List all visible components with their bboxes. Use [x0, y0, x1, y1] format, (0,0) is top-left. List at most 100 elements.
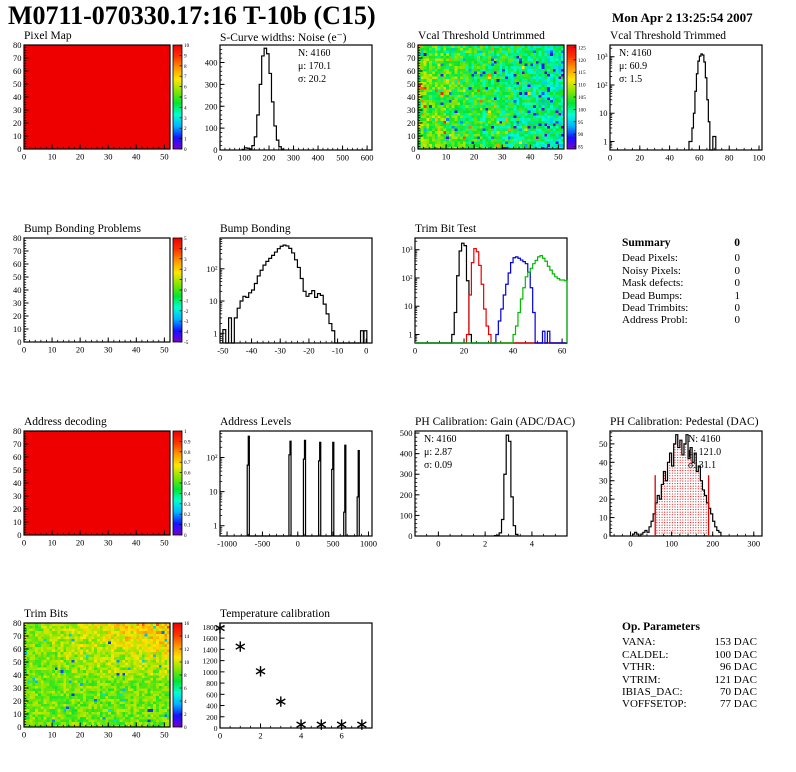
address-decoding-plot: 0 10 20 30 40 50 0 10 20 30 40 50 60 70 80 0 0.1 0.2 0.3 0.…: [13, 428, 191, 548]
op-row: VOFFSETOP: 77 DAC: [622, 698, 757, 710]
panel-title: S-Curve widths: Noise (e⁻): [220, 32, 347, 44]
svg-text:200: 200: [263, 153, 276, 163]
panel-ph-gain: PH Calibration: Gain (ADC/DAC) 0 2 4 0 100 20…: [388, 416, 600, 568]
svg-text:30: 30: [104, 538, 113, 548]
svg-text:300: 300: [205, 79, 218, 89]
page-title: M0711-070330.17:16 T-10b (C15): [8, 1, 376, 30]
svg-text:50: 50: [13, 79, 22, 89]
svg-text:200: 200: [706, 539, 719, 549]
svg-text:40: 40: [132, 345, 141, 355]
svg-text:μ: 170.1: μ: 170.1: [298, 61, 331, 72]
svg-text:30: 30: [407, 105, 416, 115]
svg-text:6: 6: [184, 85, 187, 91]
svg-text:50: 50: [160, 152, 169, 162]
svg-text:1: 1: [184, 429, 187, 435]
svg-text:10: 10: [209, 487, 218, 497]
summary-total: 0: [734, 237, 740, 249]
svg-text:300: 300: [287, 153, 300, 163]
svg-text:30: 30: [13, 105, 22, 115]
svg-text:-500: -500: [255, 539, 271, 549]
svg-text:0: 0: [364, 346, 368, 356]
svg-text:100: 100: [400, 510, 413, 520]
svg-text:300: 300: [747, 539, 760, 549]
svg-text:50: 50: [599, 439, 608, 449]
svg-text:2: 2: [483, 539, 487, 549]
svg-text:1: 1: [603, 136, 607, 146]
panel-title: Bump Bonding: [220, 223, 291, 235]
scurve-noise-plot: 0 100 200 300 400 500 600 0 100 200 300 400 N: 4160 μ…: [205, 44, 373, 163]
svg-text:30: 30: [104, 345, 113, 355]
svg-text:70: 70: [13, 246, 22, 256]
panel-bump-bonding: Bump Bonding -50 -40 -30 -20 -10 0 1 10 10²: [193, 223, 405, 375]
panel-title: Address Levels: [220, 416, 292, 428]
row-label: Dead Pixels:: [622, 252, 678, 265]
svg-text:40: 40: [665, 153, 674, 163]
svg-text:10: 10: [13, 324, 22, 334]
svg-text:0: 0: [416, 152, 420, 162]
svg-text:90: 90: [578, 132, 584, 138]
svg-text:10³: 10³: [401, 245, 413, 255]
vcal-trimmed-plot: 0 20 40 60 80 100 1 10 10² 10³ N: 4160 μ: 60.9 σ: 1.…: [596, 44, 766, 163]
svg-text:0: 0: [213, 145, 217, 155]
panel-title: Temperature calibration: [220, 608, 330, 620]
svg-text:1: 1: [213, 521, 217, 531]
svg-text:μ: 60.9: μ: 60.9: [619, 61, 647, 72]
row-label: VANA:: [622, 636, 656, 649]
svg-text:80: 80: [725, 153, 734, 163]
svg-text:10²: 10²: [401, 273, 413, 283]
svg-text:50: 50: [13, 272, 22, 282]
svg-text:μ: 121.0: μ: 121.0: [688, 447, 721, 458]
panel-temperature: Temperature calibration 0 2 4 6 0 200 400 600 80…: [193, 608, 405, 760]
svg-text:σ: 20.2: σ: 20.2: [298, 74, 326, 85]
svg-text:0: 0: [184, 147, 187, 153]
svg-text:0.6: 0.6: [184, 471, 191, 477]
svg-text:50: 50: [160, 345, 169, 355]
panel-title: PH Calibration: Pedestal (DAC): [610, 416, 759, 428]
svg-text:10²: 10²: [206, 264, 218, 274]
svg-text:-10: -10: [332, 346, 343, 356]
summary-row: Dead Trimbits: 0: [622, 302, 740, 314]
panel-title: Address decoding: [24, 416, 107, 428]
panel-bump-problems: Bump Bonding Problems 0 10 20 30 40 50 0 10 20 30…: [0, 223, 206, 375]
svg-text:0.7: 0.7: [184, 460, 191, 466]
svg-text:40: 40: [526, 152, 535, 162]
svg-text:4: 4: [184, 105, 187, 111]
trim-bits-plot: 0 10 20 30 40 5001020304050607080024681012141…: [13, 620, 190, 740]
row-value: 96 DAC: [720, 661, 757, 674]
svg-text:100: 100: [753, 153, 766, 163]
svg-text:2: 2: [184, 126, 187, 132]
row-label: VTRIM:: [622, 673, 661, 686]
svg-text:80: 80: [407, 42, 416, 50]
row-value: 0: [734, 264, 741, 277]
svg-text:2: 2: [184, 267, 187, 273]
svg-text:8: 8: [184, 64, 187, 70]
panel-title: Vcal Threshold Trimmed: [610, 30, 727, 42]
row-label: Dead Bumps:: [622, 289, 683, 302]
svg-text:N: 4160: N: 4160: [688, 434, 721, 445]
svg-text:10: 10: [404, 301, 413, 311]
svg-text:60: 60: [13, 452, 22, 462]
row-label: VTHR:: [622, 661, 655, 674]
svg-text:0: 0: [184, 288, 187, 294]
svg-text:9: 9: [184, 53, 187, 59]
panel-scurve-noise: S-Curve widths: Noise (e⁻) 0 100 200 300 400…: [193, 30, 405, 182]
svg-text:40: 40: [13, 478, 22, 488]
svg-text:-4: -4: [184, 330, 189, 336]
svg-text:500: 500: [336, 153, 349, 163]
svg-text:100: 100: [578, 107, 586, 113]
svg-text:0.4: 0.4: [184, 491, 191, 497]
svg-text:10: 10: [48, 152, 57, 162]
svg-text:20: 20: [13, 118, 22, 128]
svg-text:N: 4160: N: 4160: [619, 48, 652, 59]
svg-text:80: 80: [13, 428, 22, 436]
svg-text:10: 10: [209, 296, 218, 306]
svg-text:105: 105: [578, 95, 586, 101]
panel-vcal-trimmed: Vcal Threshold Trimmed 0 20 40 60 80 100 1 10 10…: [583, 30, 795, 182]
svg-text:50: 50: [13, 465, 22, 475]
summary-row: Noisy Pixels: 0: [622, 265, 740, 277]
op-row: CALDEL: 100 DAC: [622, 649, 757, 661]
svg-text:70: 70: [13, 439, 22, 449]
svg-text:10²: 10²: [596, 80, 608, 90]
panel-pixel-map: Pixel Map 0 10 20 30 40 50 0 10 20 30 40 50 60 70 80 0 1…: [0, 30, 206, 182]
